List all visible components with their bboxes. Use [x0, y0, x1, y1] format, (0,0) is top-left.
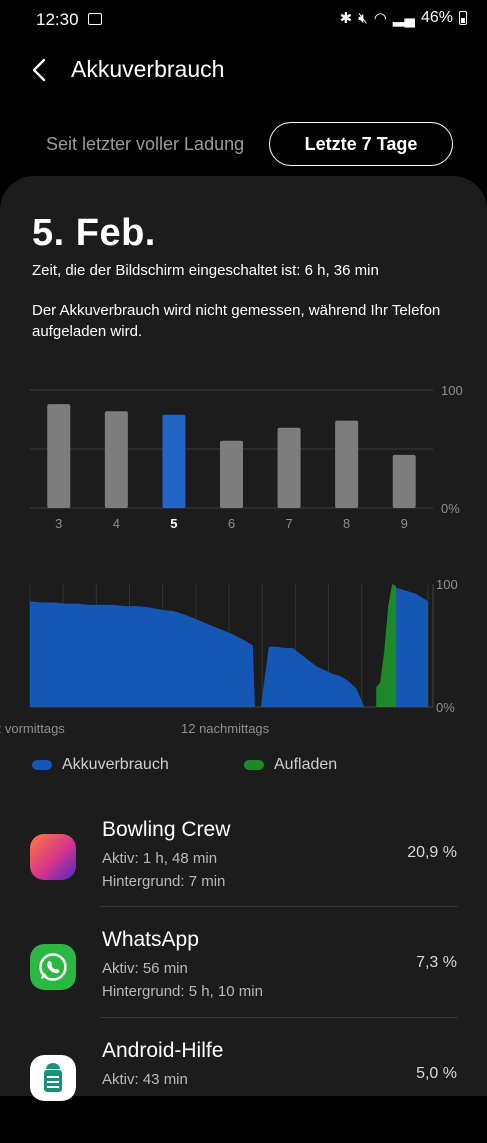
app-name: Bowling Crew [102, 818, 231, 841]
page-title: Akkuverbrauch [71, 56, 225, 82]
gallery-notification-icon [88, 13, 102, 25]
wifi-icon: ◠ [373, 10, 387, 27]
bar-day-8 [335, 420, 359, 508]
mute-icon: 🔇︎ [358, 9, 368, 27]
whatsapp-icon [30, 944, 76, 990]
android-help-icon [30, 1055, 76, 1101]
app-background-time: Hintergrund: 5 h, 10 min [102, 983, 263, 1000]
y-tick-label: 0% [441, 501, 460, 516]
y-tick-label: 0% [436, 700, 455, 715]
status-icons: ✱ 🔇︎ ◠ ▂▄ 46% [340, 9, 467, 27]
x-tick-label: 5 [170, 516, 177, 531]
bar-day-9 [392, 454, 416, 508]
x-tick-label: 6 [228, 516, 235, 531]
status-time: 12:30 [36, 10, 79, 29]
bar-day-4 [104, 411, 128, 508]
app-usage-percent: 20,9 % [407, 844, 457, 861]
legend-charging-label: Aufladen [274, 756, 338, 773]
bowling-crew-icon [30, 834, 76, 880]
back-button[interactable] [28, 56, 56, 84]
legend-charging: Aufladen [244, 756, 337, 774]
screen-on-time: Zeit, die der Bildschirm eingeschaltet i… [32, 262, 379, 279]
daily-usage-area-chart: 100 0% 2 vormittags 12 nachmittags [0, 577, 458, 736]
tab-last-7-days[interactable]: Letzte 7 Tage [269, 122, 453, 166]
x-tick-label: 3 [55, 516, 62, 531]
x-tick-label: 8 [343, 516, 350, 531]
legend-charging-swatch [244, 760, 264, 770]
area-series-0 [30, 586, 428, 707]
app-usage-percent: 5,0 % [416, 1065, 457, 1082]
app-active-time: Aktiv: 1 h, 48 min [102, 850, 218, 867]
x-tick-label: 2 vormittags [0, 721, 65, 736]
divider [100, 1017, 458, 1018]
bar-day-6 [220, 440, 243, 508]
legend-usage: Akkuverbrauch [32, 756, 169, 774]
y-tick-label: 100 [436, 577, 458, 592]
app-background-time: Hintergrund: 7 min [102, 873, 226, 890]
back-arrow-icon [32, 58, 46, 82]
app-usage-percent: 7,3 % [416, 954, 457, 971]
battery-percent: 46% [420, 9, 453, 26]
bar-day-5 [162, 414, 186, 508]
x-tick-label: 4 [113, 516, 120, 531]
divider [100, 906, 458, 907]
bluetooth-icon: ✱ [339, 10, 353, 27]
list-item[interactable]: Android-Hilfe Aktiv: 43 min 5,0 % [0, 1033, 487, 1143]
x-tick-label: 7 [285, 516, 292, 531]
legend-usage-label: Akkuverbrauch [62, 756, 169, 773]
list-item[interactable]: Bowling Crew Aktiv: 1 h, 48 min Hintergr… [0, 812, 487, 922]
selected-date: 5. Feb. [32, 212, 156, 254]
signal-icon: ▂▄ [392, 10, 415, 27]
battery-icon [459, 11, 467, 25]
legend-usage-swatch [32, 760, 52, 770]
charging-note: Der Akkuverbrauch wird nicht gemessen, w… [32, 302, 441, 340]
list-item[interactable]: WhatsApp Aktiv: 56 min Hintergrund: 5 h,… [0, 922, 487, 1032]
y-tick-label: 100 [441, 383, 463, 398]
bar-day-3 [47, 404, 71, 508]
bar-day-7 [277, 427, 301, 508]
x-tick-label: 12 nachmittags [181, 721, 270, 736]
app-name: Android-Hilfe [102, 1039, 224, 1062]
tab-since-full-charge[interactable]: Seit letzter voller Ladung [46, 134, 245, 154]
app-name: WhatsApp [102, 928, 199, 951]
weekly-usage-bar-chart: 100 0% 3 4 5 6 7 8 9 [30, 383, 463, 531]
app-active-time: Aktiv: 56 min [102, 960, 188, 977]
area-series-1 [376, 584, 397, 707]
x-tick-label: 9 [401, 516, 408, 531]
